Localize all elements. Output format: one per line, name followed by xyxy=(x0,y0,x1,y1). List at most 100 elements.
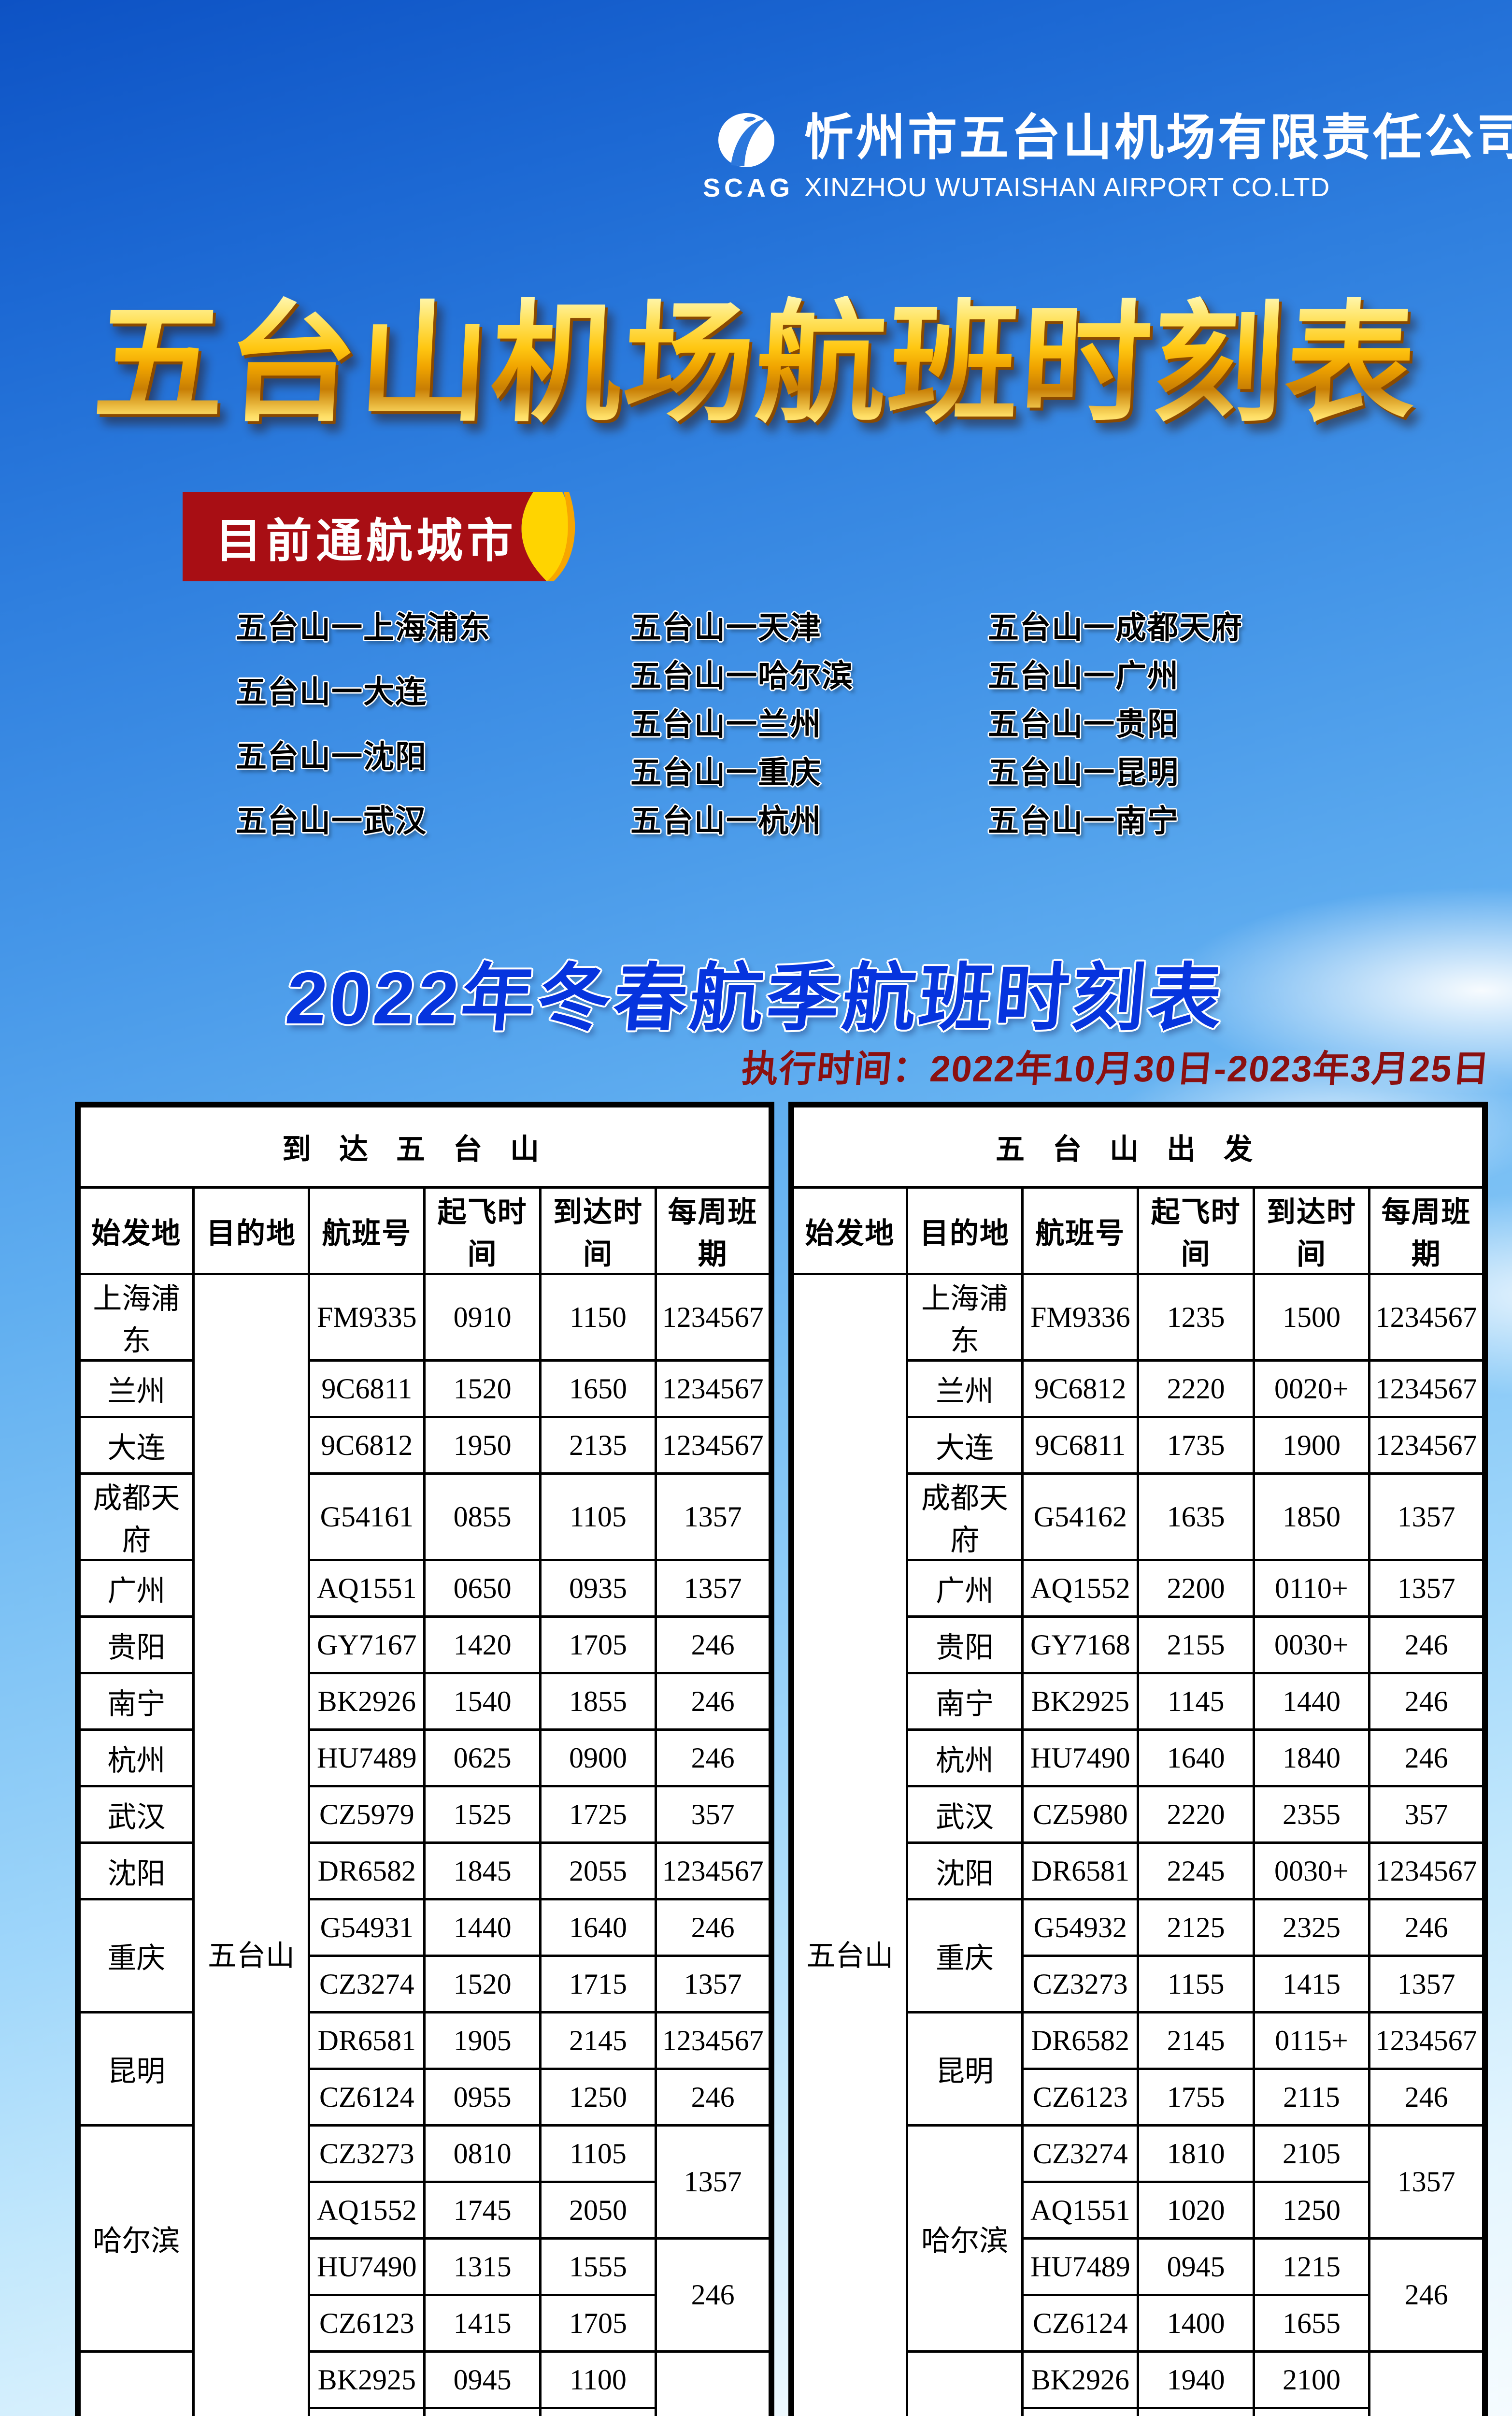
departure-time-cell: 1755 xyxy=(1137,2068,1255,2127)
weekly-days-cell: 1234567 xyxy=(655,2011,773,2070)
origin-city-cell: 南宁 xyxy=(76,1672,195,1731)
destination-city-cell: 沈阳 xyxy=(905,1841,1024,1900)
flight-row: 成都天府 G54162 1635 1850 1357 xyxy=(791,1472,1486,1561)
execution-period: 执行时间：2022年10月30日-2023年3月25日 xyxy=(740,1049,1492,1090)
origin-city-cell: 重庆 xyxy=(76,1898,195,2013)
flight-no-cell: G54162 xyxy=(1021,1472,1140,1561)
departure-time-cell: 1315 xyxy=(423,2237,542,2296)
weekly-days-cell: 1357 xyxy=(1368,1472,1486,1561)
flight-row: 哈尔滨 CZ3273 0810 1105 1357 xyxy=(76,2124,773,2353)
route-item: 五台山一杭州 xyxy=(630,804,822,838)
departures-table: 五台山出发 始发地 目的地 航班号 起飞时间 到达时间 每周班期 五台山 上海浦东 FM9336 1… xyxy=(788,1102,1488,2416)
company-name-cn: 忻州市五台山机场有限责任公司 xyxy=(804,110,1512,165)
origin-city-cell: 上海浦东 xyxy=(76,1273,195,1362)
weekly-days-cell: 1357 xyxy=(1368,1955,1486,2013)
flight-no-cell: G54931 xyxy=(1021,2407,1140,2416)
flight-row: 沈阳 DR6581 2245 0030+ 1234567 xyxy=(791,1841,1486,1900)
departure-time-cell: 1540 xyxy=(423,1672,542,1731)
routes-list: 五台山一上海浦东 五台山一大连 五台山一沈阳 五台山一武汉 五台山一天津 五台山一哈尔滨五… xyxy=(0,603,1512,841)
flight-no-cell: 9C6812 xyxy=(308,1416,426,1475)
destination-city-cell: 哈尔滨 xyxy=(905,2124,1024,2353)
flight-row: 南宁 BK2925 1145 1440 246 xyxy=(791,1672,1486,1731)
flight-no-cell: AQ1552 xyxy=(308,2181,426,2240)
flight-no-cell: AQ1551 xyxy=(308,1559,426,1618)
origin-city-cell: 杭州 xyxy=(76,1728,195,1787)
destination-city-cell: 重庆 xyxy=(905,1898,1024,2013)
table-title-row: 到达五台山 xyxy=(76,1103,773,1189)
flight-no-cell: CZ6123 xyxy=(308,2294,426,2353)
weekly-days-cell: 1357 xyxy=(655,1472,773,1561)
route-item: 五台山一成都天府 xyxy=(988,610,1243,645)
flight-no-cell: HU7490 xyxy=(1021,1728,1140,1787)
ribbon-shape xyxy=(183,492,575,581)
arrival-time-cell: 0020+ xyxy=(1252,1359,1371,1418)
route-column-1: 五台山一上海浦东 五台山一大连 五台山一沈阳 五台山一武汉 xyxy=(236,603,491,841)
departure-time-cell: 1020 xyxy=(1137,2181,1255,2240)
departure-time-cell: 1520 xyxy=(423,1359,542,1418)
departure-time-cell: 0625 xyxy=(423,1728,542,1787)
arrival-time-cell: 0110+ xyxy=(1252,1559,1371,1618)
arrivals-table: 到达五台山 始发地 目的地 航班号 起飞时间 到达时间 每周班期 上海浦东 五台山 FM9335 0… xyxy=(75,1102,774,2416)
col-header: 目的地 xyxy=(905,1186,1024,1275)
arrival-time-cell: 2050 xyxy=(539,2181,657,2240)
col-header: 到达时间 xyxy=(1252,1186,1371,1275)
weekly-days-cell: 246 xyxy=(655,1672,773,1731)
scag-logo-icon xyxy=(718,113,774,167)
flight-no-cell: 9C6811 xyxy=(1021,1416,1140,1475)
weekly-days-cell: 1234567 xyxy=(655,1841,773,1900)
destination-city-cell: 杭州 xyxy=(905,1728,1024,1787)
weekly-days-cell: 1234567 xyxy=(655,1359,773,1418)
flight-row: 成都天府 G54161 0855 1105 1357 xyxy=(76,1472,773,1561)
season-title: 2022年冬春航季航班时刻表 xyxy=(283,957,1228,1039)
arrival-time-cell: 0030+ xyxy=(1252,1841,1371,1900)
col-header: 每周班期 xyxy=(655,1186,773,1275)
destination-city-cell: 兰州 xyxy=(905,1359,1024,1418)
arrival-time-cell: 2055 xyxy=(539,1841,657,1900)
flight-row: CZ3273 1155 1415 1357 xyxy=(791,1955,1486,2013)
column-header-row: 始发地 目的地 航班号 起飞时间 到达时间 每周班期 xyxy=(790,1186,1486,1275)
flight-row: 兰州 9C6812 2220 0020+ 1234567 xyxy=(791,1359,1486,1418)
flight-row: 武汉 CZ5979 1525 1725 357 xyxy=(76,1785,773,1844)
flight-no-cell: GY7168 xyxy=(1021,1615,1140,1674)
flight-no-cell: FM9336 xyxy=(1021,1273,1140,1362)
flight-no-cell: AQ1551 xyxy=(1021,2181,1140,2240)
flight-no-cell: 9C6811 xyxy=(308,1359,426,1418)
route-item: 五台山一重庆 xyxy=(630,755,822,790)
flight-row: 贵阳 GY7168 2155 0030+ 246 xyxy=(791,1615,1486,1674)
arrival-time-cell: 2355 xyxy=(1252,1785,1371,1844)
company-names: 忻州市五台山机场有限责任公司 XINZHOU WUTAISHAN AIRPORT… xyxy=(804,112,1512,202)
arrival-time-cell: 0115+ xyxy=(1252,2011,1371,2070)
arrival-time-cell: 1100 xyxy=(539,2350,657,2409)
weekly-days-cell: 246 xyxy=(1368,1615,1486,1674)
route-item: 五台山一上海浦东 xyxy=(236,610,491,645)
route-item: 五台山一兰州 xyxy=(630,707,822,742)
origin-cell: 五台山 xyxy=(790,1273,908,2416)
weekly-days-cell: 357 xyxy=(1368,1785,1486,1844)
route-column-3: 五台山一成都天府 五台山一广州 五台山一贵阳 五台山一昆明 五台山一南宁 xyxy=(988,603,1243,841)
flight-no-cell: DR6581 xyxy=(1021,1841,1140,1900)
departure-time-cell: 0945 xyxy=(423,2350,542,2409)
route-item: 五台山一南宁 xyxy=(988,804,1179,838)
departure-time-cell: 1145 xyxy=(1137,1672,1255,1731)
arrival-time-cell: 2325 xyxy=(1252,1898,1371,1957)
arrival-time-cell: 1500 xyxy=(1252,1273,1371,1362)
col-header: 航班号 xyxy=(308,1186,426,1275)
flight-row: 昆明 DR6582 2145 0115+ 1234567 xyxy=(791,2011,1486,2127)
departure-time-cell: 1745 xyxy=(423,2181,542,2240)
arrival-time-cell: 0900 xyxy=(539,1728,657,1787)
flight-no-cell: 9C6812 xyxy=(1021,1359,1140,1418)
flight-no-cell: HU7489 xyxy=(1021,2237,1140,2296)
flight-row: 广州 AQ1551 0650 0935 1357 xyxy=(76,1559,773,1618)
departure-time-cell: 0855 xyxy=(423,1472,542,1561)
flight-no-cell: G54931 xyxy=(308,1898,426,1957)
arrival-time-cell: 1640 xyxy=(539,1898,657,1957)
flight-no-cell: BK2925 xyxy=(308,2350,426,2409)
weekly-days-cell: 1234567 xyxy=(655,1416,773,1475)
flight-no-cell: G54161 xyxy=(308,1472,426,1561)
flight-no-cell: BK2926 xyxy=(308,1672,426,1731)
departure-time-cell: 1155 xyxy=(1137,1955,1255,2013)
flight-row: 沈阳 DR6582 1845 2055 1234567 xyxy=(76,1841,773,1900)
col-header: 到达时间 xyxy=(539,1186,657,1275)
flight-no-cell: DR6582 xyxy=(308,1841,426,1900)
